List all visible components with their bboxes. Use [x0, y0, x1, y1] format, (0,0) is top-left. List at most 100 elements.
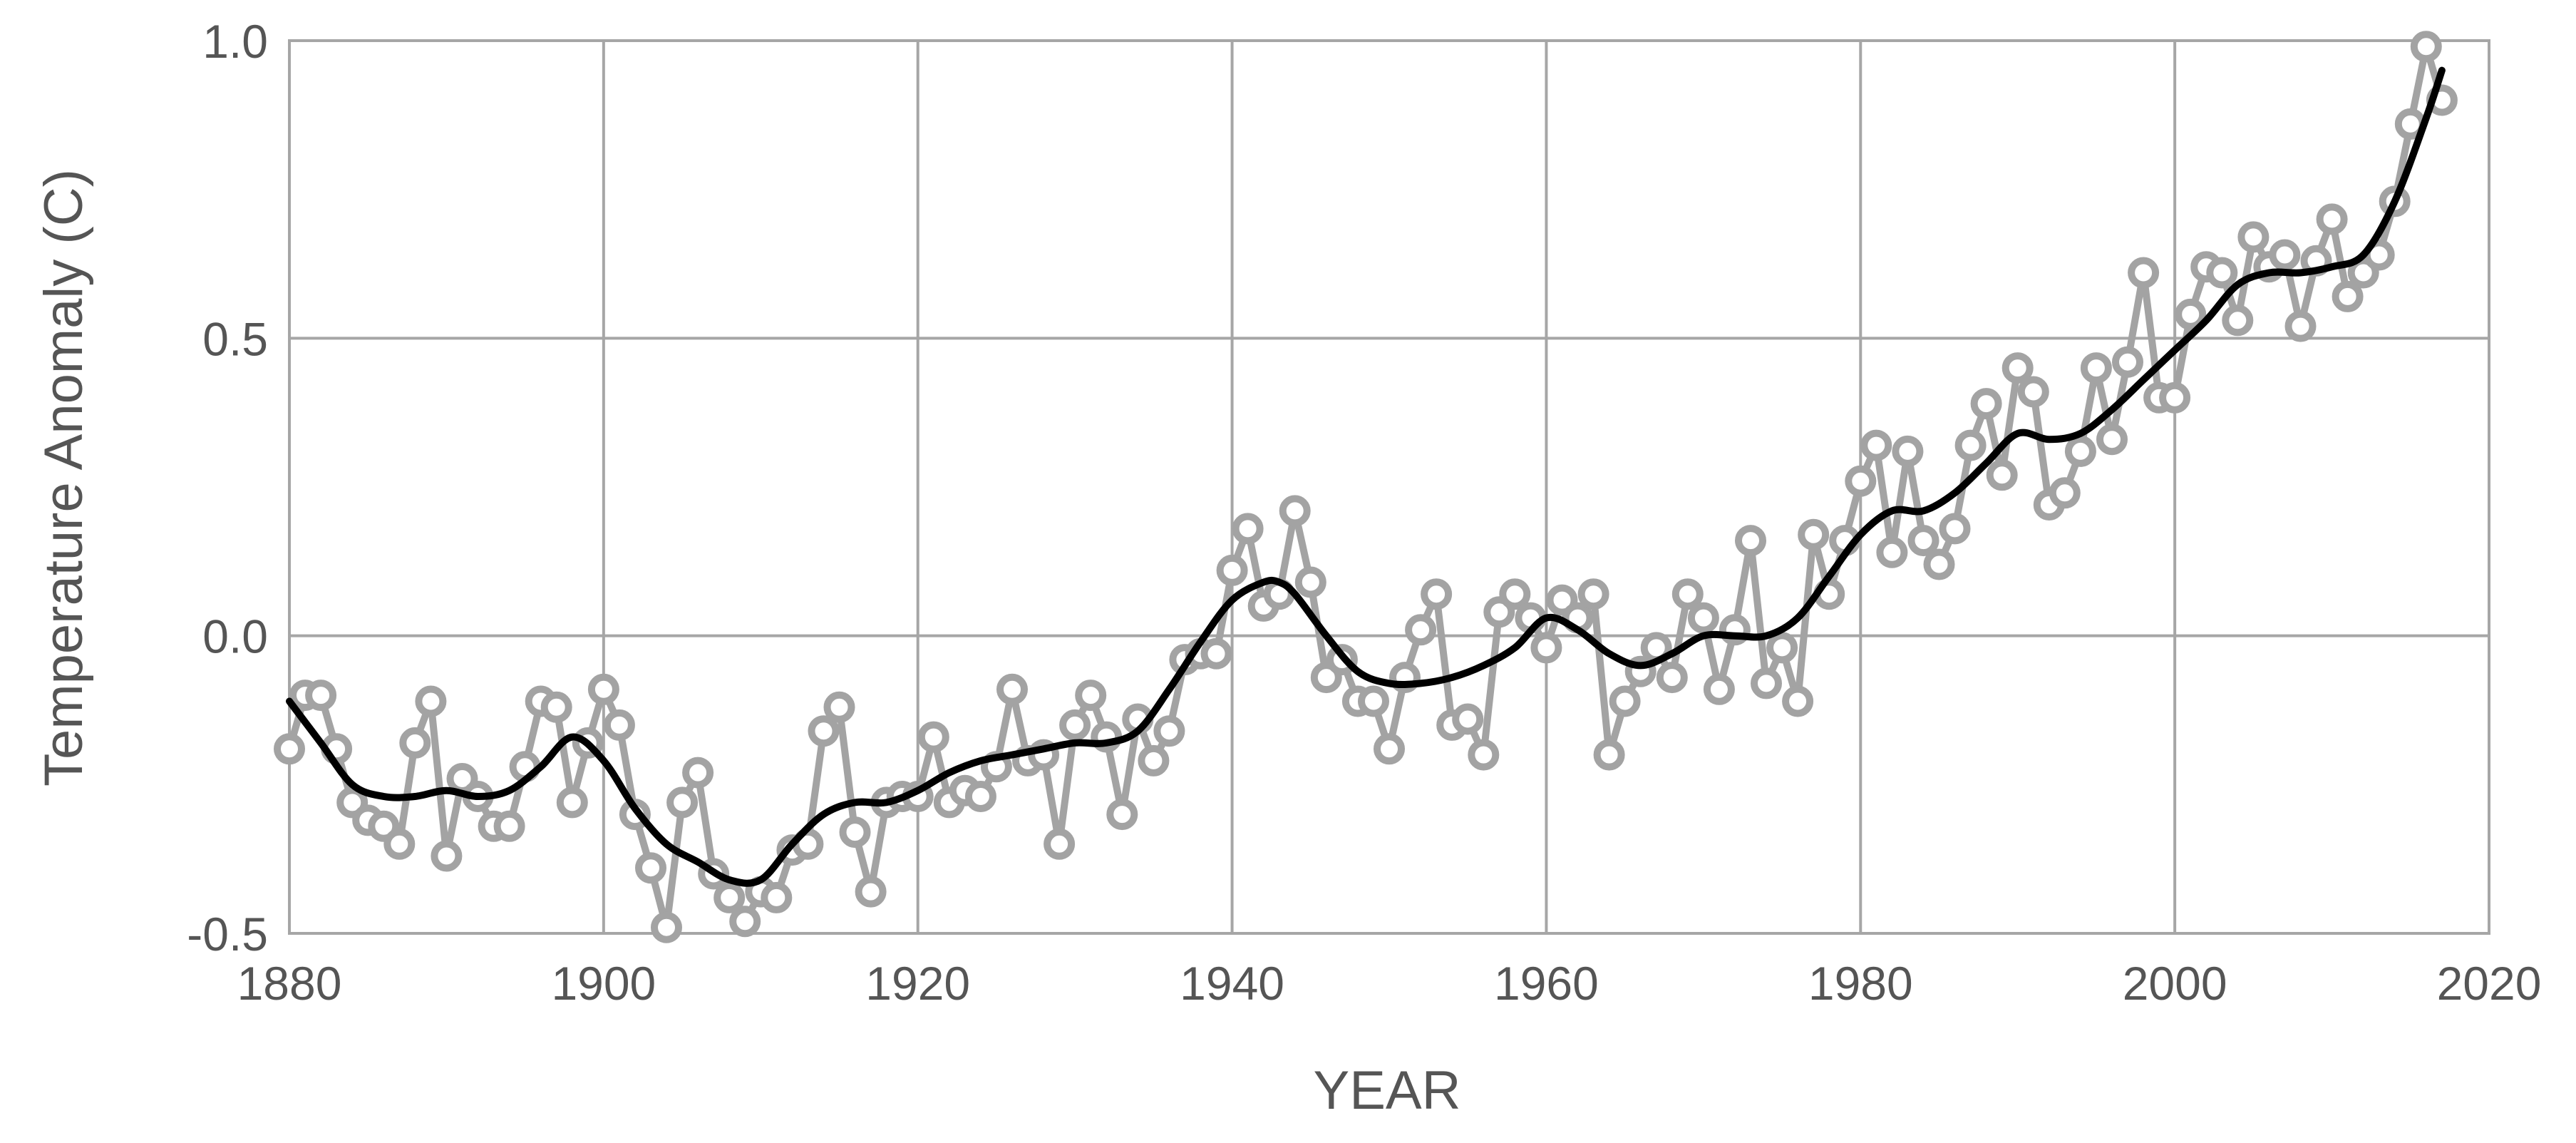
- annual-data-point: [2237, 221, 2270, 253]
- annual-data-point: [431, 840, 463, 872]
- annual-data-point: [1405, 614, 1437, 646]
- annual-data-point: [1106, 799, 1138, 831]
- annual-data-point: [2001, 352, 2034, 384]
- annual-data-point: [1986, 459, 2018, 491]
- annual-data-point: [1892, 435, 1924, 467]
- annual-data-point: [2064, 435, 2096, 467]
- annual-data-point: [1656, 662, 1688, 694]
- annual-data-point: [1907, 525, 1939, 557]
- annual-data-point: [1782, 685, 1814, 717]
- annual-data-point: [1421, 578, 1453, 610]
- annual-data-point: [2049, 477, 2081, 509]
- y-tick-label: 0.5: [202, 312, 268, 365]
- plot-frame: [288, 39, 2490, 935]
- annual-data-point: [305, 680, 337, 712]
- annual-data-point: [1939, 513, 1971, 545]
- annual-data-point: [2159, 381, 2191, 414]
- annual-data-point: [1499, 578, 1531, 610]
- annual-data-point: [1138, 744, 1170, 776]
- annual-data-point: [808, 715, 840, 747]
- annual-data-point: [2112, 346, 2143, 378]
- annual-data-point: [2017, 376, 2049, 408]
- annual-series-line: [286, 43, 2446, 931]
- x-tick-label: 1980: [1808, 957, 1913, 1010]
- x-tick-label: 2020: [2437, 957, 2542, 1010]
- annual-data-point: [540, 691, 572, 723]
- annual-data-point: [1703, 673, 1735, 705]
- annual-data-point: [761, 881, 793, 913]
- annual-data-point: [1358, 685, 1389, 717]
- x-tick-label: 1960: [1494, 957, 1599, 1010]
- annual-data-point: [917, 721, 949, 753]
- annual-data-point: [1059, 709, 1091, 741]
- annual-data-point: [1609, 685, 1641, 717]
- annual-data-point: [996, 673, 1028, 705]
- annual-data-point: [1232, 513, 1264, 545]
- annual-data-point: [2206, 257, 2238, 289]
- annual-data-point: [1216, 554, 1248, 586]
- annual-data-point: [2128, 257, 2160, 289]
- annual-data-point: [2316, 203, 2348, 235]
- annual-data-point: [1766, 632, 1798, 664]
- x-tick-label: 2000: [2123, 957, 2227, 1010]
- annual-data-point: [603, 709, 635, 741]
- annual-data-point: [1279, 495, 1311, 527]
- annual-data-point: [1044, 828, 1076, 860]
- annual-data-point: [493, 810, 525, 842]
- y-tick-label: -0.5: [187, 908, 268, 960]
- x-tick-label: 1940: [1180, 957, 1284, 1010]
- y-axis-label: Temperature Anomaly (C): [34, 169, 94, 786]
- annual-data-point: [1954, 429, 1987, 461]
- annual-data-point: [2175, 298, 2207, 330]
- annual-data-point: [399, 727, 431, 759]
- annual-data-point: [2096, 424, 2128, 456]
- annual-data-point: [1735, 525, 1766, 557]
- annual-data-point: [1468, 739, 1500, 771]
- annual-data-point: [587, 673, 619, 705]
- x-axis-label: YEAR: [1314, 1060, 1461, 1121]
- tick-labels: 1880 1900 1920 1940 1960 1980 2000 2020 -0.5 0.0 0…: [187, 15, 2541, 1010]
- grid: [288, 39, 2490, 935]
- annual-data-point: [1374, 733, 1405, 765]
- annual-data-point: [415, 685, 447, 717]
- annual-data-point: [855, 876, 887, 908]
- annual-data-point: [635, 852, 666, 884]
- annual-data-point: [964, 781, 996, 812]
- annual-data-point: [1530, 632, 1562, 664]
- x-tick-label: 1880: [237, 957, 342, 1010]
- annual-data-point: [1200, 637, 1232, 670]
- annual-data-point: [839, 816, 871, 849]
- annual-data-point: [1845, 465, 1877, 497]
- annual-data-point: [2080, 352, 2112, 384]
- annual-data-point: [1671, 578, 1704, 610]
- annual-data-point: [1294, 566, 1326, 598]
- y-tick-label: 0.0: [202, 610, 268, 663]
- annual-data-point: [1593, 739, 1625, 771]
- annual-data-point: [2222, 304, 2254, 337]
- annual-data-point: [556, 786, 588, 819]
- x-tick-label: 1900: [551, 957, 656, 1010]
- annual-data-point: [2284, 310, 2317, 342]
- annual-data-point: [1923, 548, 1955, 580]
- annual-data-point: [2410, 31, 2442, 63]
- annual-data-point: [651, 911, 682, 943]
- annual-data-point: [383, 828, 416, 860]
- series-layer: [274, 31, 2458, 943]
- annual-data-point: [1798, 518, 1830, 550]
- annual-data-point: [1970, 388, 2002, 420]
- smoothed-trend-line: [286, 66, 2446, 887]
- annual-data-point: [713, 881, 746, 913]
- annual-data-point: [274, 733, 305, 765]
- annual-data-point: [2269, 239, 2301, 271]
- annual-data-point: [823, 691, 855, 723]
- annual-data-point: [1452, 703, 1484, 735]
- x-tick-label: 1920: [865, 957, 970, 1010]
- annual-data-point: [1075, 680, 1107, 712]
- annual-data-point: [729, 906, 761, 938]
- annual-data-point: [682, 757, 714, 789]
- annual-data-point: [1153, 715, 1185, 747]
- annual-data-point: [1860, 429, 1892, 461]
- annual-data-point: [2332, 280, 2364, 312]
